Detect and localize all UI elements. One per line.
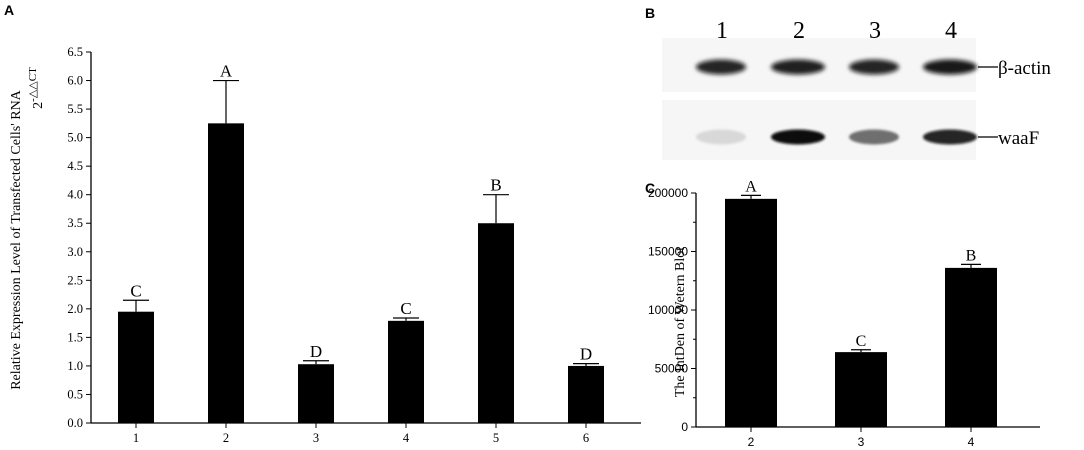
chart-a-significance-label: D [310, 342, 322, 361]
panel-a-letter: A [4, 2, 14, 18]
chart-c-bar [725, 198, 777, 427]
blot-lane-label: 4 [945, 18, 957, 44]
chart-c-ytick-label: 100000 [648, 303, 688, 317]
chart-a: Relative Expression Level of Transfected… [9, 45, 641, 445]
chart-a-ylabel-exponent: -△△CT [27, 67, 39, 102]
chart-a-xtick-label: 1 [133, 431, 139, 445]
panel-c-letter: C [645, 180, 655, 196]
chart-a-bar [298, 364, 334, 423]
chart-a-significance-label: D [580, 345, 592, 364]
chart-c-xtick-label: 3 [858, 435, 865, 449]
chart-a-significance-label: C [400, 299, 411, 318]
chart-a-ytick-label: 6.5 [67, 45, 83, 59]
blot-lane-label: 1 [716, 18, 728, 44]
chart-a-ytick-label: 3.5 [67, 216, 83, 230]
chart-c-ytick-label: 150000 [648, 245, 688, 259]
blot-band [923, 59, 977, 75]
chart-a-ytick-label: 6.0 [67, 74, 83, 88]
chart-a-ytick-label: 4.5 [67, 159, 83, 173]
chart-c-ylabel: The IntDen of Wetern Blot [673, 247, 688, 397]
chart-c-significance-label: C [856, 333, 867, 350]
chart-c-significance-label: B [966, 247, 977, 264]
chart-a-xtick-label: 6 [583, 431, 589, 445]
chart-c: The IntDen of Wetern Blot 0 50000 100000 15… [648, 178, 1040, 449]
chart-a-ylabel: Relative Expression Level of Transfected… [9, 89, 24, 389]
blot-band [771, 129, 825, 145]
chart-a-xtick-label: 5 [493, 431, 499, 445]
chart-a-ylabel-formula: 2-△△CT [27, 67, 46, 109]
chart-c-bar [945, 267, 997, 427]
chart-c-xtick-label: 4 [968, 435, 975, 449]
chart-a-significance-label: A [220, 62, 233, 81]
blot-band-label: waaF [998, 128, 1039, 149]
blot-band [696, 129, 746, 145]
western-blot: 1 2 3 4 β-actin waaF [662, 18, 1051, 160]
blot-lane-label: 3 [869, 18, 881, 44]
blot-band [771, 59, 825, 75]
blot-band [923, 129, 977, 145]
chart-a-significance-label: C [130, 281, 141, 300]
chart-a-bar [208, 123, 244, 423]
chart-a-ytick-label: 4.0 [67, 188, 83, 202]
chart-a-ytick-label: 0.0 [67, 416, 83, 430]
chart-a-ytick-label: 5.5 [67, 102, 83, 116]
chart-a-bar [478, 223, 514, 423]
chart-a-ytick-label: 5.0 [67, 131, 83, 145]
panel-b-letter: B [645, 5, 655, 21]
chart-c-significance-label: A [745, 178, 757, 195]
chart-a-ytick-label: 1.0 [67, 359, 83, 373]
chart-a-xtick-label: 2 [223, 431, 229, 445]
blot-band [849, 129, 899, 145]
chart-a-ytick-label: 3.0 [67, 245, 83, 259]
chart-a-significance-label: B [490, 176, 501, 195]
chart-a-bar [568, 365, 604, 423]
chart-c-xtick-label: 2 [748, 435, 755, 449]
blot-lane-label: 2 [793, 18, 805, 44]
chart-a-xtick-label: 4 [403, 431, 410, 445]
chart-a-bar [118, 311, 154, 423]
chart-c-ytick-label: 50000 [655, 362, 689, 376]
chart-c-ytick-label: 200000 [648, 186, 688, 200]
blot-band-label: β-actin [998, 58, 1051, 79]
chart-a-bar [388, 320, 424, 423]
chart-c-bar [835, 352, 887, 427]
chart-a-ytick-label: 2.0 [67, 302, 83, 316]
chart-a-ytick-label: 1.5 [67, 330, 83, 344]
blot-band [696, 59, 746, 75]
blot-band [849, 59, 899, 75]
chart-a-ylabel-base: 2 [31, 102, 46, 109]
chart-a-ytick-label: 2.5 [67, 273, 83, 287]
chart-a-xtick-label: 3 [313, 431, 319, 445]
chart-a-ytick-label: 0.5 [67, 387, 83, 401]
chart-c-ytick-label: 0 [681, 420, 688, 434]
